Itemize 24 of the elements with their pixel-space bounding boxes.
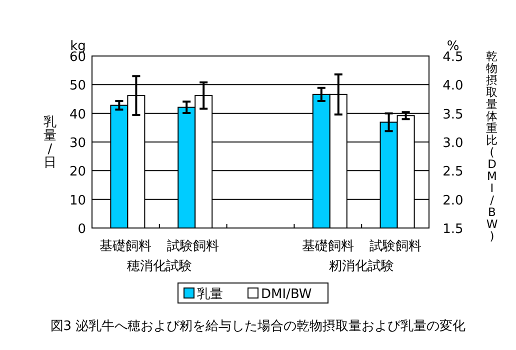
y2-tick-label: 3.0 [442, 136, 464, 151]
text: 乾物摂取量体重比(DMI/BW) [486, 48, 498, 243]
y2-tick-label: 4.5 [442, 50, 464, 65]
text: 穂消化試験 [126, 259, 192, 274]
y2-tick-label: 4.0 [442, 78, 464, 94]
text: 籾消化試験 [329, 259, 394, 274]
x-tick-label: 基礎飼料 [302, 239, 354, 254]
x-tick-label: 試験飼料 [167, 239, 220, 254]
y-axis-title: 乳量/日 [44, 115, 56, 171]
y-tick-label: 10 [69, 193, 86, 208]
legend-label: DMI/BW [261, 287, 312, 302]
legend-label: 乳量 [197, 287, 223, 302]
text: 図3 泌乳牛へ穂および籾を給与した場合の乾物摂取量および乳量の変化 [50, 318, 466, 334]
y-tick-label: 40 [69, 107, 86, 122]
y2-tick-label: 2.5 [442, 164, 464, 180]
y2-tick-label: 3.5 [442, 107, 464, 122]
x-tick-label: 基礎飼料 [100, 239, 152, 254]
y-tick-label: 50 [69, 78, 86, 94]
x-tick-label: 試験飼料 [369, 239, 422, 254]
y-tick-label: 0 [78, 222, 86, 237]
y2-tick-label: 1.5 [442, 222, 464, 237]
y2-tick-label: 2.0 [442, 193, 464, 208]
y-tick-label: 30 [69, 136, 86, 151]
y-tick-label: 20 [69, 164, 86, 180]
